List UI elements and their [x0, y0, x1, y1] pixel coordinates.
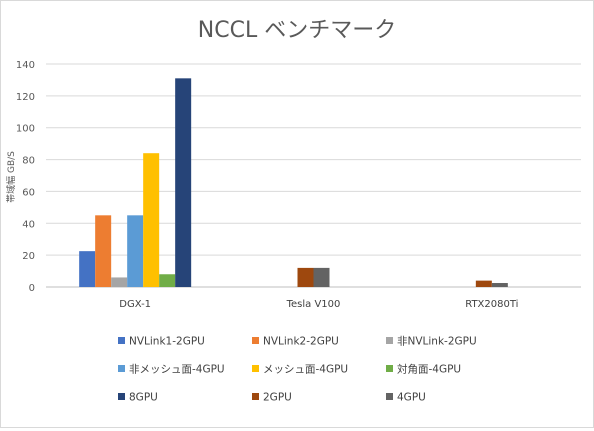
bar: [491, 283, 508, 287]
y-axis-ticks: 0 20 40 60 80 100 120 140: [16, 60, 35, 294]
bar: [175, 78, 192, 287]
legend-label: 4GPU: [397, 392, 426, 404]
y-axis-label: 帯域幅 GB/S: [5, 151, 17, 203]
legend-swatch: [386, 365, 393, 372]
x-category-label: Tesla V100: [286, 299, 341, 310]
x-category-label: DGX-1: [119, 299, 151, 310]
legend-label: 非NVLink-2GPU: [397, 336, 477, 348]
bar: [159, 274, 176, 287]
y-tick-label: 0: [29, 283, 35, 294]
bar: [313, 267, 330, 287]
y-tick-label: 20: [22, 251, 35, 262]
y-tick-label: 140: [16, 60, 35, 71]
x-category-label: RTX2080Ti: [465, 299, 518, 310]
gridlines: [46, 63, 581, 288]
bar: [143, 153, 160, 287]
legend: NVLink1-2GPU NVLink2-2GPU 非NVLink-2GPU 非メッシ…: [118, 336, 477, 404]
bar: [79, 251, 96, 287]
y-tick-label: 40: [22, 219, 35, 230]
bar: [127, 215, 144, 287]
legend-swatch: [252, 365, 259, 372]
y-tick-label: 80: [22, 156, 35, 167]
bar: [297, 267, 314, 287]
legend-label: メッシュ面-4GPU: [263, 364, 348, 376]
bar: [111, 277, 128, 287]
legend-label: 2GPU: [263, 392, 292, 404]
legend-label: NVLink2-2GPU: [263, 336, 339, 348]
chart-title: NCCL ベンチマーク: [198, 18, 396, 43]
legend-swatch: [118, 393, 125, 400]
y-tick-label: 60: [22, 187, 35, 198]
legend-label: 対角面-4GPU: [397, 363, 461, 376]
legend-label: 8GPU: [129, 392, 158, 404]
y-tick-label: 120: [16, 92, 35, 103]
legend-swatch: [252, 337, 259, 344]
legend-swatch: [118, 337, 125, 344]
legend-swatch: [118, 365, 125, 372]
x-axis-categories: DGX-1 Tesla V100 RTX2080Ti: [119, 299, 518, 310]
legend-swatch: [386, 393, 393, 400]
legend-swatch: [386, 337, 393, 344]
legend-label: 非メッシュ面-4GPU: [129, 364, 225, 376]
legend-label: NVLink1-2GPU: [129, 336, 205, 348]
bar: [95, 215, 112, 287]
y-tick-label: 100: [16, 124, 35, 135]
bars: [79, 78, 508, 287]
legend-swatch: [252, 393, 259, 400]
bar: [475, 280, 492, 287]
